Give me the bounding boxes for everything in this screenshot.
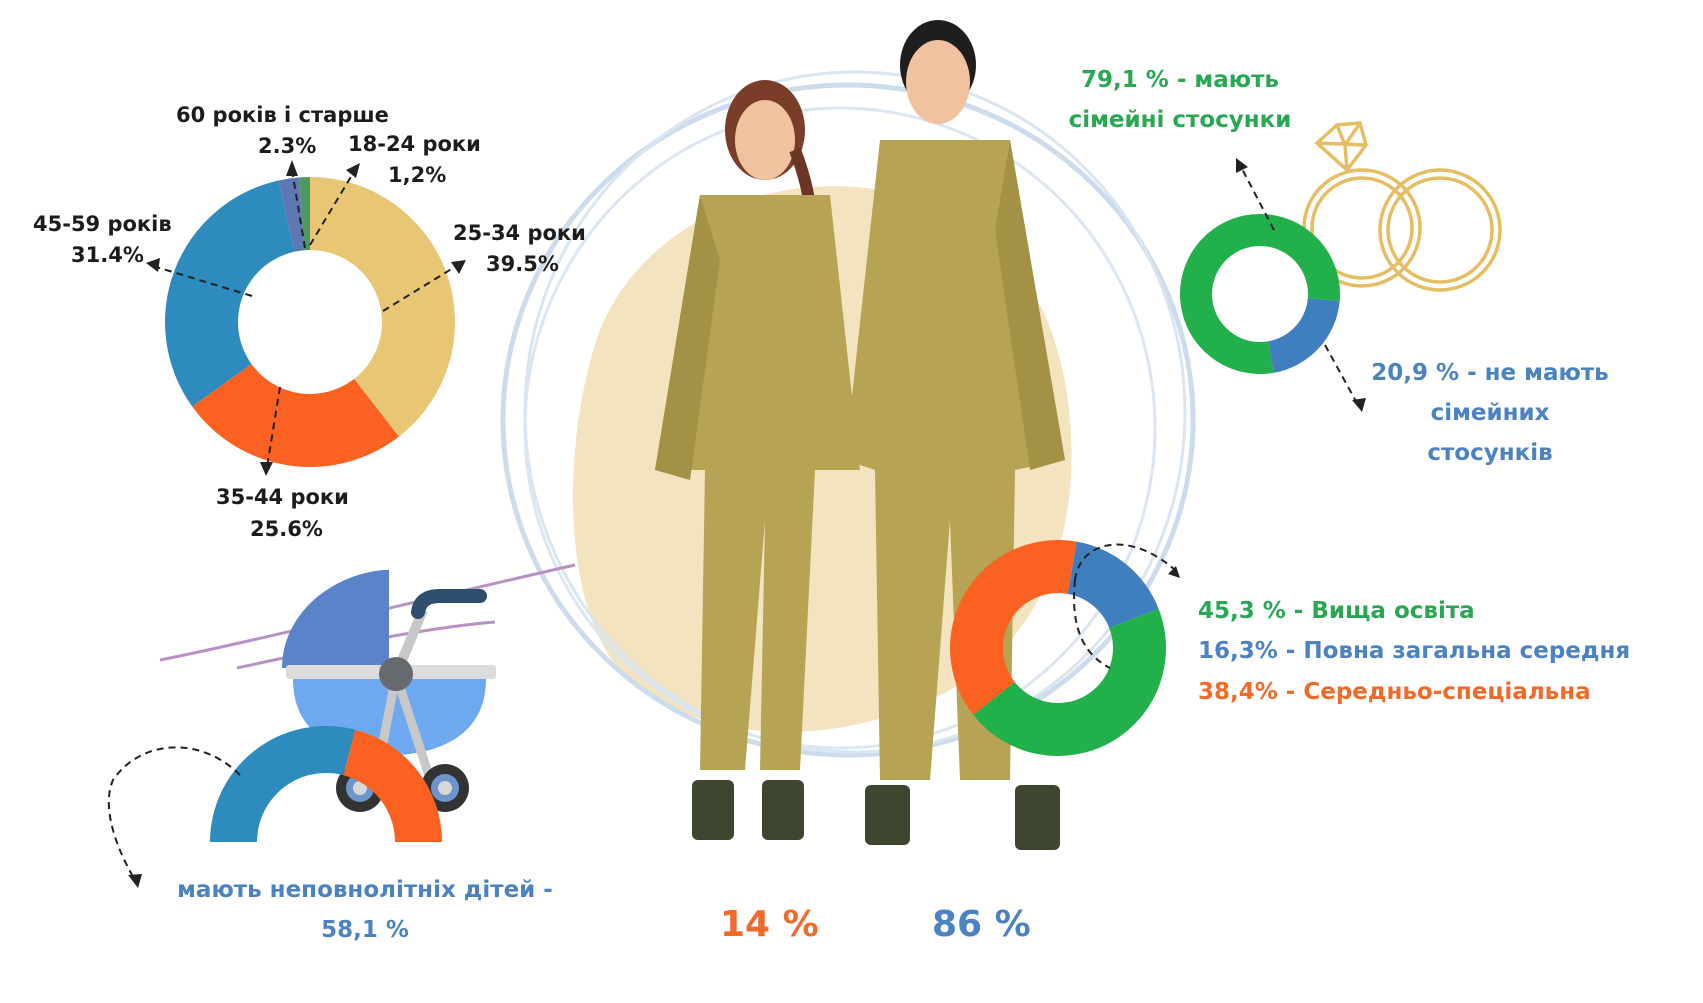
arrowheads	[128, 158, 1366, 888]
age-value-45-59: 31.4%	[71, 243, 144, 267]
children-label: мають неповнолітніх дітей - 58,1 %	[140, 876, 590, 944]
age-label-18-24-name: 18-24 роки	[348, 132, 481, 156]
segment-with-children	[210, 725, 356, 842]
family-not-line2: сімейних	[1430, 400, 1550, 426]
education-donut-chart	[950, 540, 1166, 756]
age-label-35-44-name: 35-44 роки	[216, 485, 349, 509]
segment-age-0	[299, 177, 310, 251]
education-higher-label: 45,3 % - Вища освіта	[1198, 598, 1475, 624]
age-value-35-44: 25.6%	[250, 517, 323, 541]
segment-without-children	[343, 729, 442, 842]
wedding-rings-icon	[1302, 121, 1502, 292]
education-general-secondary-label: 16,3% - Повна загальна середня	[1198, 638, 1631, 664]
female-percent: 14 %	[720, 904, 819, 945]
age-label-25-34-name: 25-34 роки	[453, 221, 586, 245]
age-label-60plus: 60 років і старше	[176, 103, 389, 127]
segment-higher	[973, 608, 1166, 756]
decor-ring	[500, 82, 1196, 758]
family-not-line1: 20,9 % - не мають	[1371, 360, 1609, 386]
pointer-arrows	[107, 164, 1359, 881]
family-not-label: 20,9 % - не мають сімейних стосунків	[1345, 359, 1635, 467]
children-half-donut-chart	[210, 725, 442, 842]
family-has-label: 79,1 % - мають сімейні стосунки	[1045, 66, 1315, 134]
age-donut-chart	[165, 177, 455, 467]
age-label-60plus-name: 60 років і старше	[176, 103, 389, 127]
family-has-line2: сімейні стосунки	[1068, 107, 1292, 133]
segment-age-3	[165, 180, 295, 407]
children-label-line2: 58,1 %	[321, 917, 409, 943]
segment-vocational	[950, 540, 1077, 715]
family-not-line3: стосунків	[1427, 440, 1553, 466]
female-soldier-figure	[655, 80, 860, 840]
age-value-25-34: 39.5%	[486, 252, 559, 276]
segment-age-2	[192, 363, 399, 467]
segment-family	[1180, 214, 1341, 374]
age-value-60plus: 2.3%	[258, 134, 317, 158]
segment-no-family	[1268, 298, 1340, 373]
segment-general	[1067, 541, 1159, 629]
age-value-18-24: 1,2%	[388, 163, 447, 187]
segment-age-1	[310, 177, 455, 437]
education-vocational-label: 38,4% - Середньо-спеціальна	[1198, 679, 1591, 705]
family-donut-chart	[1180, 214, 1341, 374]
age-label-45-59-name: 45-59 років	[33, 212, 172, 236]
male-percent: 86 %	[932, 904, 1031, 945]
family-has-line1: 79,1 % - мають	[1081, 67, 1279, 93]
children-label-line1: мають неповнолітніх дітей -	[177, 877, 553, 903]
decor-ring	[523, 106, 1157, 750]
segment-age-4	[278, 177, 305, 252]
